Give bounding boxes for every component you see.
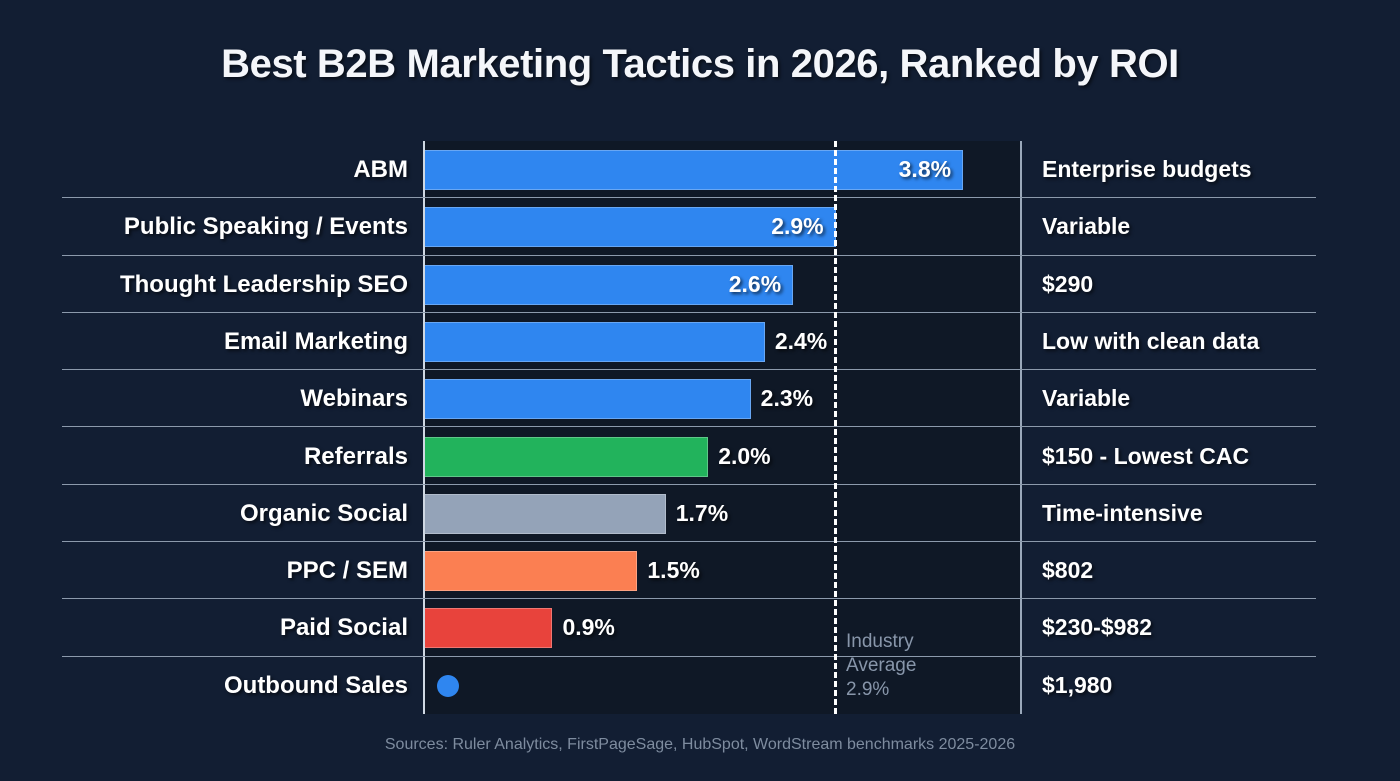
row-separator — [62, 369, 1316, 371]
category-label: Referrals — [303, 442, 408, 470]
industry-average-line3: 2.9% — [846, 679, 890, 700]
bar-rows: ABM 3.8% Enterprise budgets Public Speaking… — [0, 141, 1400, 714]
category-label: Public Speaking / Events — [123, 213, 408, 241]
table-row: Email Marketing 2.4% Low with clean data — [0, 313, 1400, 371]
bar-container — [425, 657, 485, 714]
bar-container: 2.9% — [425, 198, 836, 255]
row-separator — [62, 483, 1316, 485]
category-label: Email Marketing — [223, 327, 408, 355]
bar[interactable] — [425, 436, 709, 477]
y-axis-line — [423, 141, 425, 714]
bar-value-label: 3.8% — [898, 156, 952, 182]
bar-value-label: 0.9% — [562, 614, 615, 641]
sources-footnote: Sources: Ruler Analytics, FirstPageSage,… — [384, 736, 1016, 753]
row-separator — [62, 655, 1316, 657]
zero-value-marker-dot[interactable] — [437, 674, 459, 697]
row-separator — [62, 541, 1316, 543]
category-label: Webinars — [300, 385, 408, 413]
bar-container: 1.5% — [425, 542, 757, 599]
table-row: Paid Social 0.9% $230-$982 — [0, 599, 1400, 657]
table-row: PPC / SEM 1.5% $802 — [0, 542, 1400, 600]
bar-value-label: 1.5% — [647, 557, 700, 584]
table-row: Webinars 2.3% Variable — [0, 370, 1400, 428]
bar-container: 1.7% — [425, 485, 786, 542]
bar[interactable] — [425, 551, 638, 592]
category-label: Outbound Sales — [223, 671, 408, 699]
industry-average-line2: Average — [846, 655, 917, 676]
cost-note: $230-$982 — [1042, 614, 1152, 641]
industry-average-line1: Industry — [846, 631, 914, 652]
notes-column-divider — [1020, 141, 1022, 714]
bar-value-label: 2.9% — [771, 213, 824, 240]
table-row: Referrals 2.0% $150 - Lowest CAC — [0, 428, 1400, 485]
bar[interactable] — [425, 207, 836, 248]
category-label: Thought Leadership SEO — [119, 270, 408, 298]
cost-note: $150 - Lowest CAC — [1042, 442, 1250, 469]
bar[interactable] — [425, 264, 794, 305]
cost-note: Low with clean data — [1042, 327, 1260, 354]
page-title: Best B2B Marketing Tactics in 2026, Rank… — [221, 42, 1179, 86]
bar[interactable] — [425, 150, 964, 190]
bar-container: 3.8% — [425, 141, 964, 198]
cost-note: $290 — [1042, 270, 1094, 297]
bar[interactable] — [425, 321, 765, 362]
industry-average-annotation: Industry Average 2.9% — [846, 630, 916, 702]
bar-value-label: 2.0% — [718, 442, 771, 469]
bar-value-label: 2.4% — [774, 327, 828, 354]
table-row: Thought Leadership SEO 2.6% $290 — [0, 256, 1400, 313]
row-separator — [62, 311, 1316, 313]
bar[interactable] — [425, 379, 751, 420]
row-separator — [62, 426, 1316, 428]
bar-value-label: 2.3% — [760, 385, 814, 412]
bar-value-label: 2.6% — [728, 270, 782, 297]
table-row: Outbound Sales $1,980 — [0, 657, 1400, 714]
bar-container: 2.3% — [425, 370, 871, 427]
bar-container: 0.9% — [425, 599, 672, 656]
category-label: Organic Social — [239, 499, 408, 527]
bar[interactable] — [425, 608, 553, 649]
cost-note: Time-intensive — [1042, 499, 1203, 526]
bar-container: 2.4% — [425, 313, 885, 370]
bar-container: 2.0% — [425, 428, 828, 485]
row-separator — [62, 197, 1316, 199]
row-separator — [62, 598, 1316, 600]
bar[interactable] — [425, 493, 666, 534]
cost-note: $802 — [1042, 557, 1094, 584]
category-label: Paid Social — [279, 614, 408, 642]
cost-note: Variable — [1042, 213, 1131, 240]
cost-note: Enterprise budgets — [1042, 156, 1252, 182]
bar-value-label: 1.7% — [675, 499, 729, 526]
bar-container: 2.6% — [425, 256, 794, 313]
industry-average-reference-line — [834, 141, 837, 714]
cost-note: Variable — [1042, 385, 1131, 412]
row-separator — [62, 254, 1316, 256]
cost-note: $1,980 — [1042, 671, 1113, 698]
category-label: ABM — [353, 156, 408, 183]
table-row: ABM 3.8% Enterprise budgets — [0, 141, 1400, 199]
table-row: Public Speaking / Events 2.9% Variable — [0, 198, 1400, 256]
category-label: PPC / SEM — [286, 557, 408, 585]
table-row: Organic Social 1.7% Time-intensive — [0, 485, 1400, 543]
